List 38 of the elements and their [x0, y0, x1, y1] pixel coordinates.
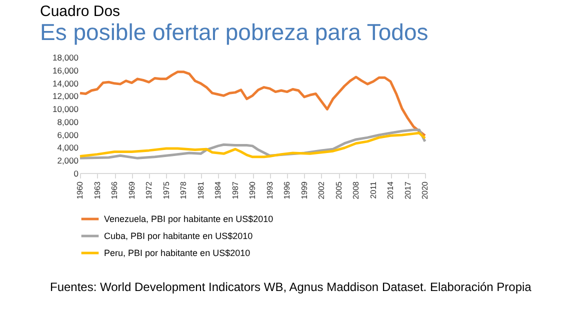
x-tick-label: 1993	[265, 180, 274, 200]
x-tick-label: 2014	[386, 180, 395, 200]
y-tick-label: 12,000	[52, 91, 79, 102]
x-tick-label: 1978	[179, 180, 188, 200]
chart-title: Cuadro Dos	[40, 3, 120, 20]
x-tick-label: 1990	[248, 180, 257, 200]
line-series	[78, 70, 426, 137]
x-tick-label: 1972	[144, 180, 154, 200]
x-tick-label: 2008	[352, 180, 360, 200]
x-tick-label: 2011	[368, 180, 378, 199]
x-tick-label: 1960	[76, 180, 84, 200]
source-note: Fuentes: World Development Indicators WB, Agnus Maddison Dataset. Elaboración Propia	[50, 280, 532, 294]
chart-subtitle: Es posible ofertar pobreza para Todos	[40, 19, 428, 45]
legend-label: Venezuela, PBI por habitante en US$2010	[104, 214, 274, 224]
y-tick-label: 0	[74, 168, 79, 178]
y-tick-label: 18,000	[52, 52, 79, 62]
y-tick-label: 10,000	[52, 104, 79, 114]
y-tick-label: 14,000	[52, 78, 79, 88]
x-tick-label: 1981	[196, 180, 206, 200]
legend-label: Cuba, PBI por habitante en US$2010	[104, 231, 253, 241]
x-tick-label: 2005	[334, 180, 344, 200]
x-tick-label: 1975	[162, 180, 171, 200]
x-tick-label: 2017	[403, 180, 412, 200]
x-tick-label: 1984	[214, 180, 222, 200]
y-tick-label: 6,000	[57, 130, 79, 140]
x-tick-label: 1996	[282, 180, 292, 200]
x-tick-label: 1999	[300, 180, 309, 200]
x-tick-label: 2002	[317, 180, 326, 200]
y-tick-label: 4,000	[57, 142, 79, 153]
x-tick-label: 1987	[230, 180, 240, 200]
y-tick-label: 2,000	[57, 156, 79, 166]
x-tick-label: 1969	[127, 180, 136, 200]
x-tick-label: 2020	[420, 180, 430, 200]
x-tick-label: 1966	[110, 180, 119, 200]
x-tick-label: 1963	[92, 180, 102, 200]
legend-label: Peru, PBI por habitante en US$2010	[104, 248, 250, 258]
y-tick-label: 8,000	[57, 116, 79, 127]
y-tick-label: 16,000	[52, 65, 79, 76]
